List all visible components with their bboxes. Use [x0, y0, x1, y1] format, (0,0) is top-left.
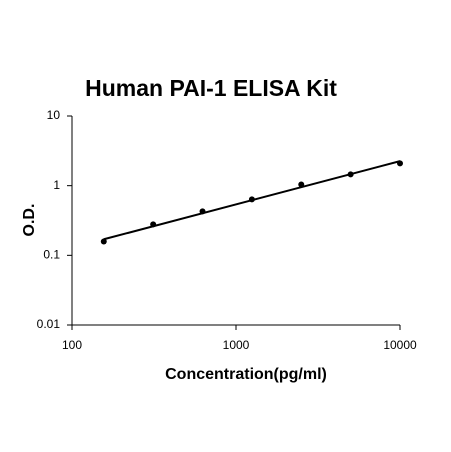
chart-title: Human PAI-1 ELISA Kit — [85, 75, 337, 101]
data-point — [298, 181, 305, 188]
x-tick-label: 100 — [62, 338, 82, 352]
data-point — [397, 160, 403, 167]
data-point — [100, 238, 107, 245]
y-tick-label: 0.01 — [37, 317, 61, 331]
data-point — [199, 208, 206, 215]
x-tick-label: 10000 — [383, 338, 417, 352]
data-point — [347, 171, 354, 178]
y-axis-label: O.D. — [21, 204, 38, 237]
y-tick-label: 0.1 — [43, 248, 60, 262]
data-point — [150, 221, 157, 228]
y-tick-label: 1 — [53, 178, 60, 192]
x-tick-label: 1000 — [223, 338, 250, 352]
x-axis-label: Concentration(pg/ml) — [165, 366, 327, 383]
y-tick-label: 10 — [47, 108, 61, 122]
data-point — [248, 196, 255, 203]
